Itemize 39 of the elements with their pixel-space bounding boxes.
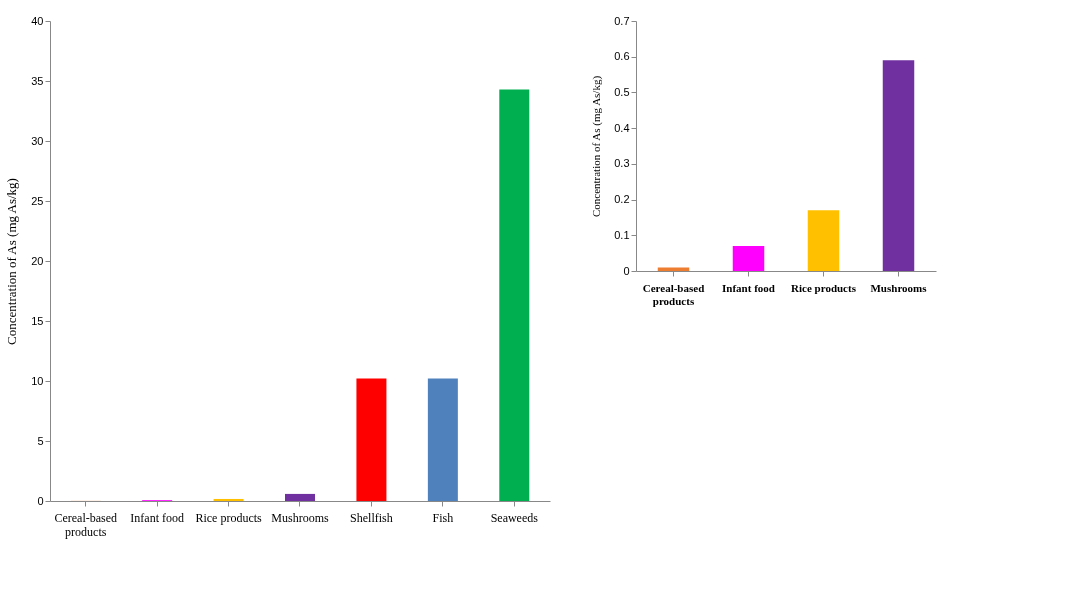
bar [213, 498, 244, 501]
y-tick-label: 0.6 [614, 50, 630, 63]
y-tick-label: 15 [31, 314, 44, 327]
y-tick-label: 0.4 [614, 121, 630, 134]
y-tick-label: 30 [31, 134, 44, 147]
x-tick-label: Seaweeds [490, 510, 539, 525]
y-tick-label: 25 [31, 194, 44, 207]
x-tick-label: Infant food [130, 510, 184, 525]
x-tick-label: Cereal-based products [54, 510, 118, 539]
bar [285, 493, 315, 501]
bar [499, 89, 530, 501]
x-tick-label: Infant food [722, 281, 775, 294]
y-tick-label: 20 [31, 254, 44, 267]
bar [356, 378, 387, 501]
x-tick-label: Shellfish [350, 510, 393, 525]
y-tick-label: 0 [623, 264, 630, 277]
bar [657, 267, 690, 271]
y-tick-label: 0 [37, 494, 44, 507]
y-tick-label: 40 [31, 14, 44, 27]
y-tick-label: 0.7 [614, 14, 630, 27]
x-tick-label: Mushrooms [271, 510, 329, 525]
y-tick-label: 0.5 [614, 85, 630, 98]
bar [732, 246, 765, 271]
bar [807, 210, 840, 271]
y-tick-label: 0.3 [614, 157, 630, 170]
y-tick-label: 0.2 [614, 193, 630, 206]
y-tick-label: 0.1 [614, 228, 630, 241]
y-tick-label: 5 [37, 434, 44, 447]
x-tick-label: Mushrooms [870, 281, 928, 294]
y-tick-label: 10 [31, 374, 44, 387]
x-tick-label: Cereal-based products [642, 281, 705, 307]
x-tick-label: Fish [432, 510, 454, 525]
y-tick-label: 35 [31, 74, 44, 87]
y-axis-title: Concentration of As (mg As/kg) [4, 178, 20, 345]
bar [427, 378, 458, 501]
bar [882, 60, 915, 271]
x-tick-label: Rice products [195, 510, 263, 525]
y-axis-title: Concentration of As (mg As/kg) [590, 75, 604, 218]
x-tick-label: Rice products [791, 281, 857, 294]
